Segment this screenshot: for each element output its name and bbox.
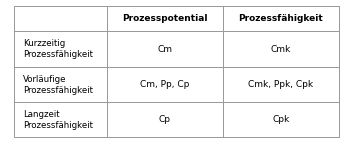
Text: Cpk: Cpk (272, 115, 289, 124)
Bar (14, 31, 107, 67)
Bar (107, 31, 223, 67)
Bar (14, 6, 107, 31)
Bar (107, 67, 223, 102)
Bar (223, 102, 339, 137)
Text: Vorläufige
Prozessfähigkeit: Vorläufige Prozessfähigkeit (23, 75, 93, 95)
Bar (107, 6, 223, 31)
Text: Prozessfähigkeit: Prozessfähigkeit (239, 14, 323, 23)
Bar (14, 67, 107, 102)
Text: Cmk, Ppk, Cpk: Cmk, Ppk, Cpk (249, 80, 313, 89)
Text: Langzeit
Prozessfähigkeit: Langzeit Prozessfähigkeit (23, 110, 93, 130)
Bar (14, 102, 107, 137)
Text: Cmk: Cmk (271, 45, 291, 54)
Text: Cm: Cm (157, 45, 172, 54)
Text: Prozesspotential: Prozesspotential (122, 14, 208, 23)
Bar (223, 67, 339, 102)
Bar (223, 6, 339, 31)
Bar (14, 6, 107, 31)
Bar (223, 31, 339, 67)
Text: Cm, Pp, Cp: Cm, Pp, Cp (140, 80, 190, 89)
Bar (107, 6, 223, 31)
Bar (223, 6, 339, 31)
Text: Kurzzeitig
Prozessfähigkeit: Kurzzeitig Prozessfähigkeit (23, 39, 93, 59)
Text: Cp: Cp (159, 115, 171, 124)
Bar (107, 102, 223, 137)
